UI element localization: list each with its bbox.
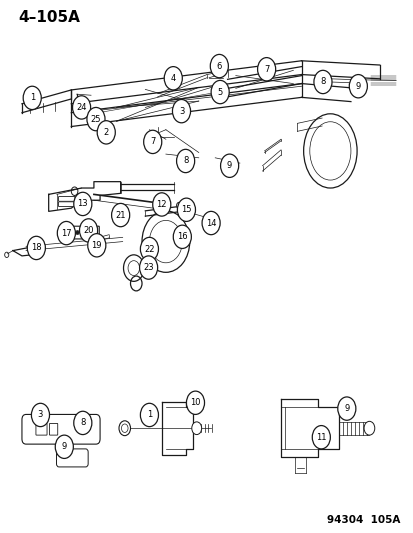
Circle shape <box>152 193 171 216</box>
FancyBboxPatch shape <box>56 449 88 467</box>
Circle shape <box>97 120 115 144</box>
Text: 19: 19 <box>91 241 102 250</box>
Text: 14: 14 <box>205 219 216 228</box>
Text: 94304  105A: 94304 105A <box>326 515 399 525</box>
Circle shape <box>186 391 204 415</box>
Circle shape <box>72 96 90 119</box>
Text: 9: 9 <box>62 442 67 451</box>
Text: 12: 12 <box>156 200 166 209</box>
Circle shape <box>140 237 158 261</box>
Text: 3: 3 <box>38 410 43 419</box>
Circle shape <box>220 154 238 177</box>
Circle shape <box>23 86 41 110</box>
Text: 15: 15 <box>181 205 191 214</box>
Circle shape <box>74 411 92 434</box>
Circle shape <box>139 256 157 279</box>
Text: 4: 4 <box>170 74 176 83</box>
Circle shape <box>363 421 374 435</box>
Circle shape <box>121 424 128 432</box>
FancyBboxPatch shape <box>22 415 100 444</box>
Circle shape <box>313 70 331 94</box>
Circle shape <box>76 230 79 235</box>
Circle shape <box>311 425 330 449</box>
Circle shape <box>27 236 45 260</box>
Circle shape <box>119 421 130 435</box>
Text: 1: 1 <box>147 410 152 419</box>
Circle shape <box>173 225 191 248</box>
Text: 21: 21 <box>115 211 126 220</box>
Circle shape <box>112 204 129 227</box>
Circle shape <box>57 221 75 245</box>
Circle shape <box>86 223 93 233</box>
Text: 24: 24 <box>76 103 87 112</box>
Text: 2: 2 <box>103 128 109 137</box>
Text: 17: 17 <box>61 229 71 238</box>
Text: 9: 9 <box>355 82 360 91</box>
FancyBboxPatch shape <box>36 423 47 435</box>
FancyBboxPatch shape <box>58 202 75 207</box>
Circle shape <box>172 100 190 123</box>
Circle shape <box>210 54 228 78</box>
Text: 1: 1 <box>30 93 35 102</box>
Text: 10: 10 <box>190 398 200 407</box>
Circle shape <box>202 212 220 235</box>
Circle shape <box>74 192 92 216</box>
Text: 3: 3 <box>178 107 184 116</box>
FancyBboxPatch shape <box>50 423 57 435</box>
Text: 20: 20 <box>83 226 94 235</box>
Text: 8: 8 <box>320 77 325 86</box>
Text: 5: 5 <box>217 87 222 96</box>
Text: 9: 9 <box>226 161 232 170</box>
Circle shape <box>79 219 97 242</box>
Circle shape <box>55 435 73 458</box>
Circle shape <box>88 230 91 235</box>
FancyBboxPatch shape <box>58 197 75 201</box>
Circle shape <box>349 75 366 98</box>
Text: 8: 8 <box>80 418 85 427</box>
Text: 16: 16 <box>177 232 187 241</box>
Text: 25: 25 <box>90 115 101 124</box>
Text: 13: 13 <box>77 199 88 208</box>
Text: 7: 7 <box>150 138 155 147</box>
Text: 23: 23 <box>143 263 154 272</box>
Circle shape <box>87 108 105 131</box>
Circle shape <box>140 403 158 426</box>
Text: 18: 18 <box>31 244 42 253</box>
Text: 6: 6 <box>216 62 221 70</box>
FancyBboxPatch shape <box>71 226 99 239</box>
Circle shape <box>257 58 275 81</box>
Circle shape <box>143 130 161 154</box>
Text: 11: 11 <box>315 433 326 442</box>
Circle shape <box>191 422 201 434</box>
Circle shape <box>176 149 194 173</box>
Text: 22: 22 <box>144 245 154 254</box>
Circle shape <box>177 198 195 221</box>
Text: 8: 8 <box>183 157 188 165</box>
Circle shape <box>164 67 182 90</box>
Circle shape <box>31 403 50 426</box>
Circle shape <box>88 233 106 257</box>
Circle shape <box>337 397 355 420</box>
Text: 9: 9 <box>343 404 349 413</box>
Circle shape <box>82 230 85 235</box>
Text: 7: 7 <box>263 64 269 74</box>
Circle shape <box>176 203 181 209</box>
Text: 4–105A: 4–105A <box>18 11 80 26</box>
Circle shape <box>211 80 229 104</box>
